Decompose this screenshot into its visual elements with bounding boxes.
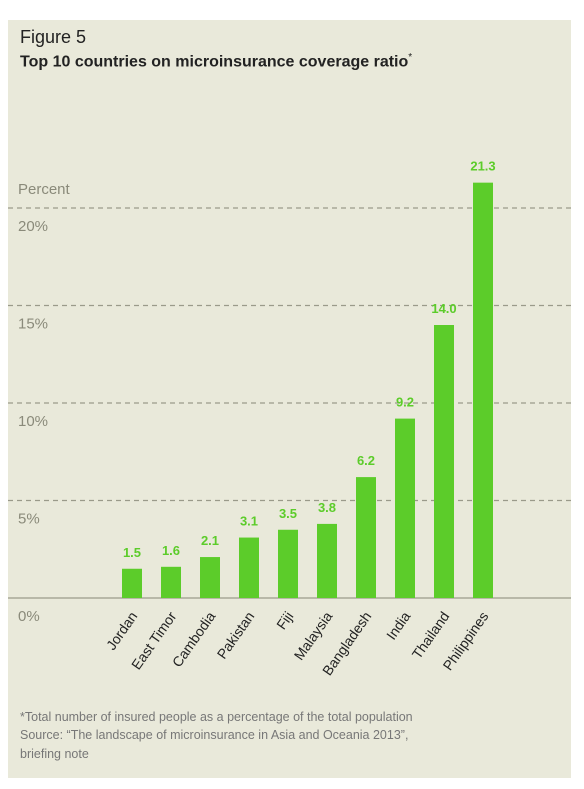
footnote-source: Source: “The landscape of microinsurance… <box>20 728 409 742</box>
value-label-fiji: 3.5 <box>279 506 297 521</box>
bar-malaysia <box>317 523 337 598</box>
category-label-fiji: Fiji <box>273 609 296 633</box>
figure-label: Figure 5 <box>20 27 87 47</box>
bar-thailand <box>434 325 454 598</box>
y-tick-label-5: 5% <box>18 511 40 528</box>
value-label-jordan: 1.5 <box>123 545 141 560</box>
y-tick-label-15: 15% <box>18 316 48 333</box>
value-label-philippines: 21.3 <box>470 159 495 174</box>
chart-title-text: Top 10 countries on microinsurance cover… <box>20 53 409 71</box>
y-axis-title: Percent <box>18 181 71 198</box>
value-label-east-timor: 1.6 <box>162 543 180 558</box>
value-label-thailand: 14.0 <box>431 301 456 316</box>
bar-india <box>395 418 415 598</box>
bar-cambodia <box>200 557 220 598</box>
value-label-cambodia: 2.1 <box>201 533 219 548</box>
title-footnote-marker: * <box>408 52 413 63</box>
bar-east-timor <box>161 566 181 598</box>
value-label-malaysia: 3.8 <box>318 500 336 515</box>
category-label-jordan: Jordan <box>103 609 141 653</box>
value-label-pakistan: 3.1 <box>240 514 258 529</box>
category-label-pakistan: Pakistan <box>214 609 258 662</box>
figure-panel: Percent 0% 5% 10% 15% 20% 1.5 Jordan 1.6 East Tim… <box>8 20 571 778</box>
chart-title: Top 10 countries on microinsurance cover… <box>20 52 412 71</box>
y-tick-label-0: 0% <box>18 608 40 625</box>
bar-fiji <box>278 529 298 598</box>
y-tick-label-20: 20% <box>18 218 48 235</box>
footnote-source-continued: briefing note <box>20 747 89 761</box>
footnote-definition: *Total number of insured people as a per… <box>20 710 413 724</box>
category-label-india: India <box>383 608 414 642</box>
value-label-india: 9.2 <box>396 395 414 410</box>
value-label-bangladesh: 6.2 <box>357 453 375 468</box>
bar-philippines <box>473 182 493 598</box>
bar-pakistan <box>239 537 259 598</box>
bar-jordan <box>122 568 142 598</box>
y-tick-label-10: 10% <box>18 413 48 430</box>
bar-bangladesh <box>356 477 376 598</box>
